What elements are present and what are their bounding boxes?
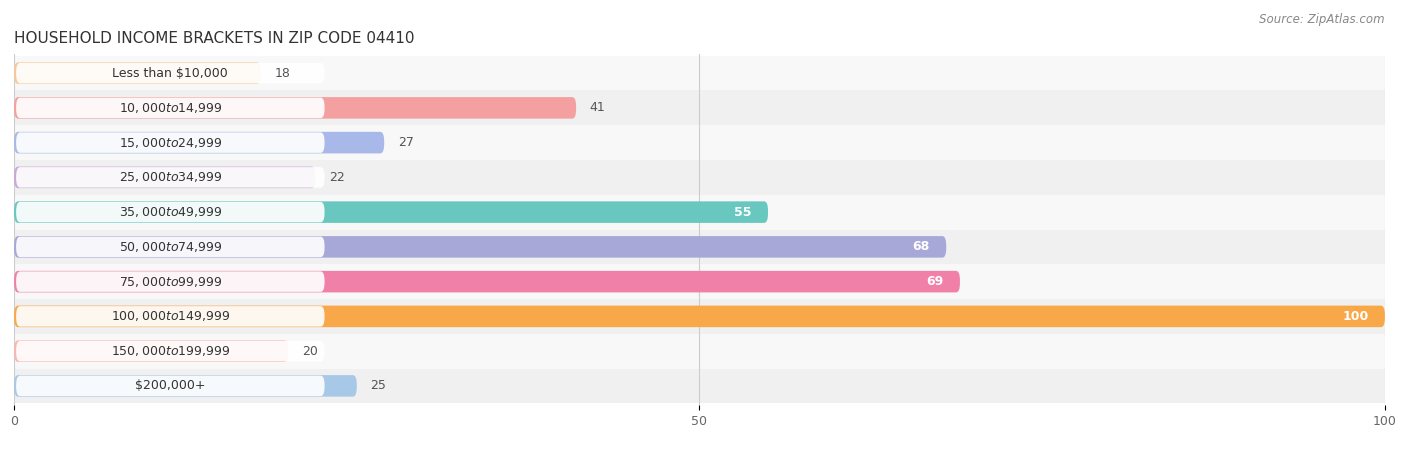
FancyBboxPatch shape (15, 98, 325, 118)
FancyBboxPatch shape (15, 132, 325, 153)
FancyBboxPatch shape (14, 236, 946, 258)
FancyBboxPatch shape (14, 271, 960, 292)
Text: $100,000 to $149,999: $100,000 to $149,999 (111, 310, 231, 324)
Bar (14, 195, 1385, 230)
FancyBboxPatch shape (15, 237, 325, 257)
FancyBboxPatch shape (14, 340, 288, 362)
FancyBboxPatch shape (14, 375, 357, 396)
FancyBboxPatch shape (15, 202, 325, 222)
Text: Less than $10,000: Less than $10,000 (112, 67, 228, 80)
FancyBboxPatch shape (14, 97, 576, 119)
Bar (14, 56, 1385, 90)
Text: 55: 55 (734, 206, 752, 219)
Text: $200,000+: $200,000+ (135, 379, 205, 392)
FancyBboxPatch shape (15, 306, 325, 327)
Text: 18: 18 (274, 67, 291, 80)
FancyBboxPatch shape (15, 341, 325, 361)
Text: 25: 25 (371, 379, 387, 392)
Text: 69: 69 (927, 275, 943, 288)
Text: $35,000 to $49,999: $35,000 to $49,999 (118, 205, 222, 219)
Bar (14, 369, 1385, 403)
Text: $15,000 to $24,999: $15,000 to $24,999 (118, 135, 222, 149)
Text: $25,000 to $34,999: $25,000 to $34,999 (118, 171, 222, 184)
Text: $50,000 to $74,999: $50,000 to $74,999 (118, 240, 222, 254)
Text: 27: 27 (398, 136, 413, 149)
Text: 100: 100 (1343, 310, 1368, 323)
FancyBboxPatch shape (15, 271, 325, 292)
FancyBboxPatch shape (14, 201, 768, 223)
Bar (14, 230, 1385, 264)
Bar (14, 90, 1385, 125)
Text: HOUSEHOLD INCOME BRACKETS IN ZIP CODE 04410: HOUSEHOLD INCOME BRACKETS IN ZIP CODE 04… (14, 31, 415, 46)
Bar (14, 334, 1385, 369)
FancyBboxPatch shape (14, 306, 1385, 327)
Text: 22: 22 (329, 171, 344, 184)
FancyBboxPatch shape (15, 376, 325, 396)
Text: $150,000 to $199,999: $150,000 to $199,999 (111, 344, 231, 358)
FancyBboxPatch shape (14, 166, 315, 188)
Bar (14, 160, 1385, 195)
FancyBboxPatch shape (14, 132, 384, 153)
Bar (14, 264, 1385, 299)
Text: 20: 20 (302, 345, 318, 358)
Text: $75,000 to $99,999: $75,000 to $99,999 (118, 274, 222, 288)
FancyBboxPatch shape (15, 63, 325, 83)
FancyBboxPatch shape (14, 63, 262, 84)
Bar (14, 125, 1385, 160)
Text: $10,000 to $14,999: $10,000 to $14,999 (118, 101, 222, 115)
Text: 68: 68 (912, 240, 929, 253)
Text: 41: 41 (591, 101, 606, 114)
Bar (14, 299, 1385, 334)
Text: Source: ZipAtlas.com: Source: ZipAtlas.com (1260, 14, 1385, 27)
FancyBboxPatch shape (15, 167, 325, 188)
